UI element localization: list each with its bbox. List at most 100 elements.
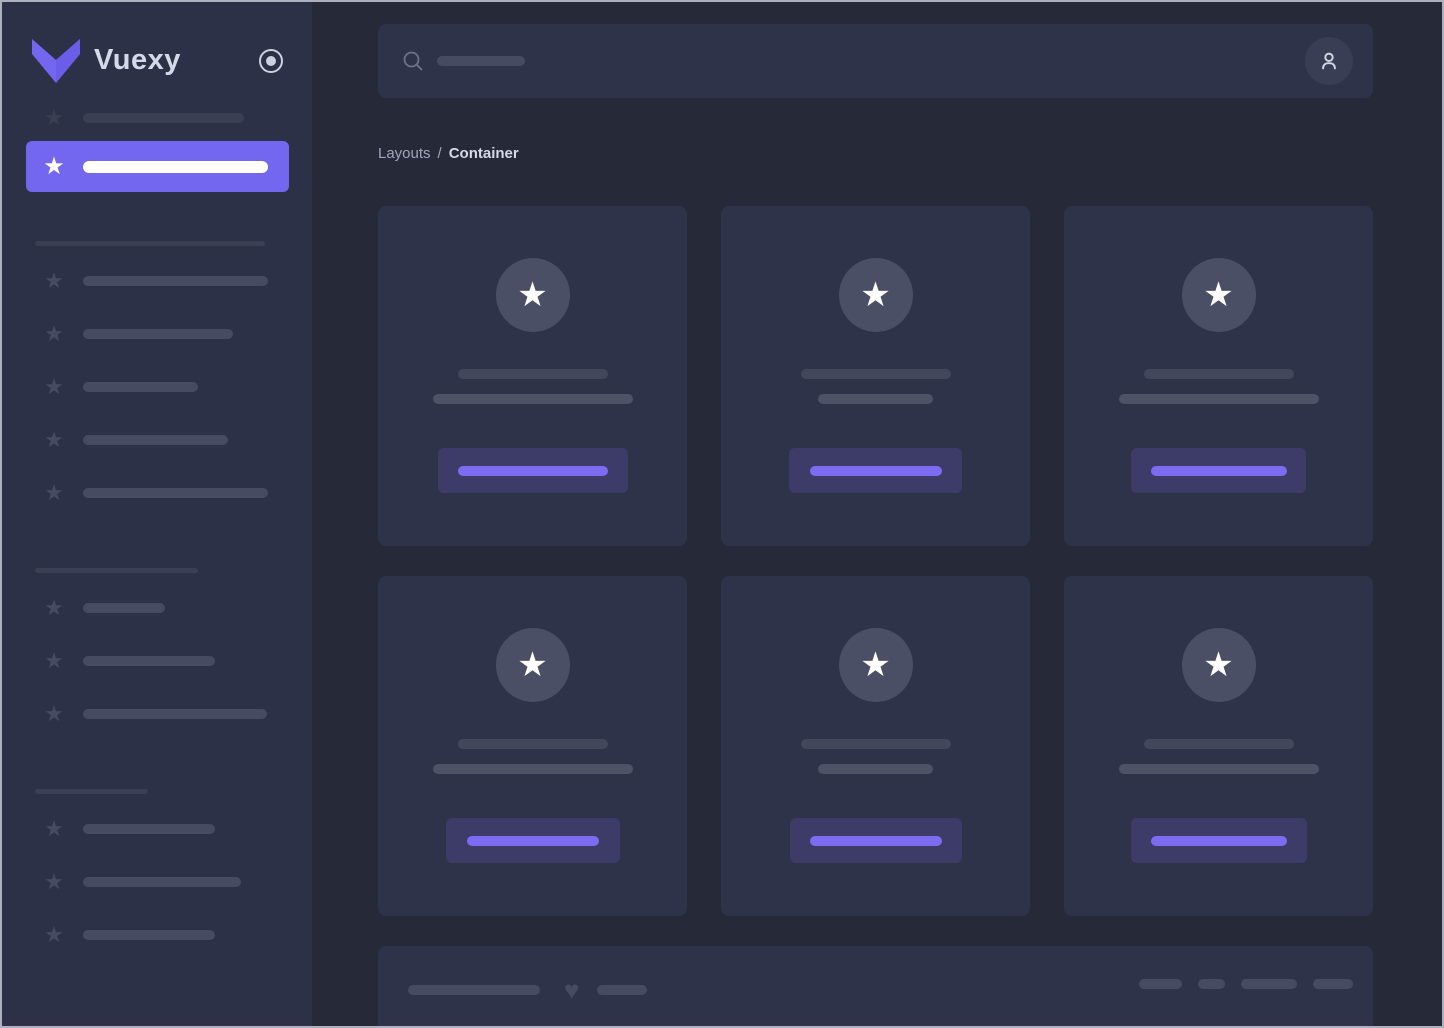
- menu-label-skeleton: [83, 434, 228, 445]
- search-icon: [403, 51, 423, 71]
- star-icon: ★: [517, 646, 548, 684]
- footer-link-skeleton: [1313, 979, 1353, 989]
- star-icon: ★: [1203, 646, 1234, 684]
- sidebar-section-header-skeleton: [35, 241, 265, 246]
- card-avatar: ★: [1181, 258, 1256, 332]
- star-icon: ★: [44, 594, 64, 620]
- card-action-button[interactable]: [445, 818, 620, 863]
- sidebar-menu-item[interactable]: ★: [2, 634, 312, 687]
- breadcrumb-current: Container: [448, 145, 519, 162]
- star-icon: ★: [44, 105, 64, 130]
- star-icon: ★: [44, 815, 64, 841]
- card-title-skeleton: [457, 739, 608, 749]
- menu-label-skeleton: [83, 929, 215, 940]
- toggle-dot: [266, 55, 276, 66]
- sidebar-section-header-skeleton: [35, 568, 198, 573]
- footer-card: ♥: [378, 946, 1373, 1026]
- menu-label-skeleton: [83, 381, 198, 392]
- star-icon: ★: [860, 646, 891, 684]
- breadcrumb-separator: /: [437, 145, 442, 162]
- star-icon: ★: [44, 267, 64, 293]
- card-subtitle-skeleton: [432, 764, 633, 774]
- sidebar-menu-item[interactable]: ★: [2, 687, 312, 740]
- breadcrumb: Layouts / Container: [378, 145, 1373, 162]
- button-label-skeleton: [809, 465, 942, 476]
- menu-label-skeleton: [83, 328, 233, 339]
- card-subtitle-skeleton: [1118, 764, 1319, 774]
- star-icon: ★: [44, 426, 64, 452]
- footer-link-skeleton: [1241, 979, 1297, 989]
- card-avatar: ★: [838, 258, 913, 332]
- card-subtitle-skeleton: [818, 394, 933, 404]
- star-icon: ★: [44, 868, 64, 894]
- card: ★: [378, 206, 687, 546]
- footer-text-skeleton: [408, 985, 540, 995]
- button-label-skeleton: [466, 835, 599, 846]
- card-title-skeleton: [1143, 369, 1294, 379]
- button-label-skeleton: [809, 835, 942, 846]
- button-label-skeleton: [457, 465, 608, 476]
- card-action-button[interactable]: [789, 448, 962, 493]
- card-action-button[interactable]: [1130, 818, 1307, 863]
- menu-label-skeleton: [83, 275, 268, 286]
- card-action-button[interactable]: [1131, 448, 1306, 493]
- star-icon: ★: [44, 647, 64, 673]
- menu-label-skeleton: [83, 602, 165, 613]
- vuexy-logo-icon: [32, 38, 80, 83]
- card-title-skeleton: [457, 369, 608, 379]
- footer-left-group: ♥: [408, 977, 648, 1003]
- person-icon: [1322, 52, 1336, 70]
- sidebar-menu-item[interactable]: ★: [2, 855, 312, 908]
- menu-label-skeleton: [83, 708, 267, 719]
- sidebar-menu-item[interactable]: ★: [2, 254, 312, 307]
- sidebar-header: Vuexy: [2, 2, 312, 87]
- sidebar-menu-item[interactable]: ★: [2, 307, 312, 360]
- star-icon: ★: [44, 373, 64, 399]
- card: ★: [721, 576, 1030, 916]
- sidebar-section-header-skeleton: [35, 789, 148, 794]
- sidebar-pin-toggle-icon[interactable]: [259, 48, 283, 73]
- card: ★: [378, 576, 687, 916]
- menu-label-skeleton: [83, 160, 268, 173]
- card-grid: ★ ★ ★ ★ ★: [378, 206, 1373, 916]
- search-input-skeleton[interactable]: [437, 56, 525, 66]
- star-icon: ★: [44, 320, 64, 346]
- card-action-button[interactable]: [437, 448, 628, 493]
- card-title-skeleton: [800, 739, 951, 749]
- sidebar-menu: ★ ★ ★ ★ ★ ★ ★ ★ ★ ★ ★ ★ ★: [2, 87, 312, 961]
- sidebar-menu-item[interactable]: ★: [2, 802, 312, 855]
- menu-label-skeleton: [83, 113, 244, 123]
- card: ★: [1064, 206, 1373, 546]
- sidebar-menu-item[interactable]: ★: [2, 97, 312, 139]
- sidebar-menu-item[interactable]: ★: [2, 466, 312, 519]
- card-action-button[interactable]: [789, 818, 962, 863]
- card-avatar: ★: [1181, 628, 1256, 702]
- star-icon: ★: [1203, 276, 1234, 314]
- app-title: Vuexy: [94, 44, 181, 76]
- menu-label-skeleton: [83, 823, 215, 834]
- card-subtitle-skeleton: [1118, 394, 1319, 404]
- star-icon: ★: [44, 479, 64, 505]
- card-subtitle-skeleton: [432, 394, 633, 404]
- sidebar-menu-item[interactable]: ★: [2, 581, 312, 634]
- card-subtitle-skeleton: [818, 764, 933, 774]
- sidebar-menu-item[interactable]: ★: [2, 360, 312, 413]
- sidebar-menu-item[interactable]: ★: [2, 908, 312, 961]
- card-title-skeleton: [800, 369, 951, 379]
- sidebar-menu-item[interactable]: ★: [2, 413, 312, 466]
- card: ★: [721, 206, 1030, 546]
- footer-link-skeleton: [1139, 979, 1182, 989]
- sidebar-menu-item[interactable]: ★: [26, 141, 289, 192]
- star-icon: ★: [860, 276, 891, 314]
- footer-text-skeleton: [597, 985, 648, 995]
- card: ★: [1064, 576, 1373, 916]
- menu-label-skeleton: [83, 655, 215, 666]
- menu-label-skeleton: [83, 487, 268, 498]
- menu-label-skeleton: [83, 876, 241, 887]
- breadcrumb-parent[interactable]: Layouts: [378, 145, 431, 162]
- button-label-skeleton: [1150, 465, 1287, 476]
- user-avatar[interactable]: [1305, 37, 1353, 85]
- card-avatar: ★: [495, 258, 570, 332]
- star-icon: ★: [517, 276, 548, 314]
